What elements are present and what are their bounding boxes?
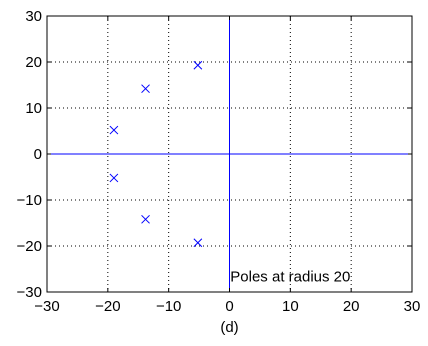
- x-tick-label: −30: [34, 298, 59, 315]
- x-tick-label: −20: [95, 298, 120, 315]
- y-tick-label: 10: [25, 100, 42, 117]
- x-axis-label: (d): [220, 319, 238, 336]
- y-tick-label: −30: [17, 284, 42, 301]
- y-tick-label: 30: [25, 8, 42, 25]
- y-tick-label: −10: [17, 192, 42, 209]
- pole-marker: [193, 238, 203, 248]
- pole-marker: [109, 173, 119, 183]
- x-tick-label: 30: [404, 298, 421, 315]
- pole-markers: [109, 60, 203, 248]
- pole-marker: [141, 84, 150, 94]
- axes-frame: [46, 15, 413, 293]
- x-tick-labels: −30 −20 −10 0 10 20 30: [34, 298, 420, 315]
- y-tick-label: −20: [17, 238, 42, 255]
- y-tick-label: 20: [25, 54, 42, 71]
- pole-marker: [109, 125, 119, 135]
- pole-marker: [193, 60, 203, 70]
- y-tick-labels: −30 −20 −10 0 10 20 30: [17, 8, 42, 301]
- annotation-poles-radius: Poles at radius 20: [230, 268, 350, 285]
- x-tick-label: 20: [343, 298, 360, 315]
- x-tick-label: 0: [225, 298, 233, 315]
- zero-axes: [47, 16, 412, 292]
- x-tick-label: −10: [156, 298, 181, 315]
- pole-marker: [141, 214, 150, 224]
- y-tick-label: 0: [34, 146, 42, 163]
- x-tick-label: 10: [282, 298, 299, 315]
